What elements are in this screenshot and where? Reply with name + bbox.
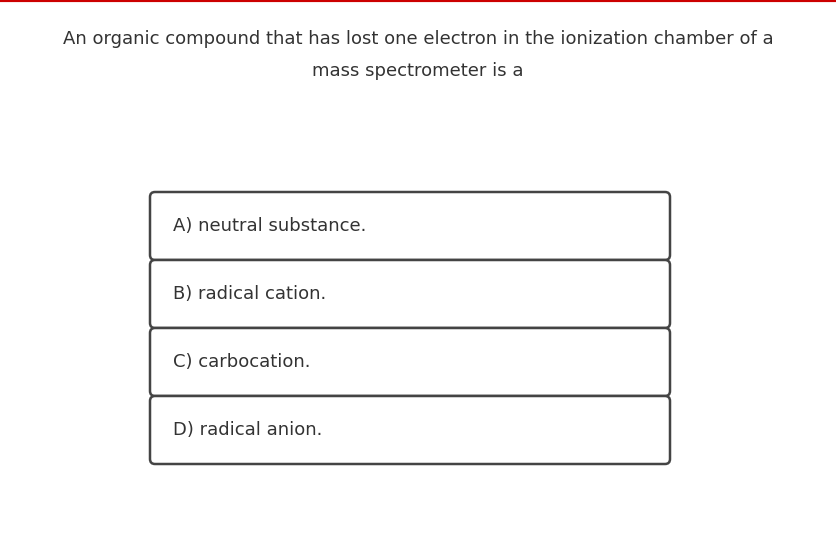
Text: D) radical anion.: D) radical anion. [173, 421, 323, 439]
Text: mass spectrometer is a: mass spectrometer is a [313, 62, 523, 80]
Text: A) neutral substance.: A) neutral substance. [173, 217, 366, 235]
FancyBboxPatch shape [150, 260, 670, 328]
FancyBboxPatch shape [150, 396, 670, 464]
FancyBboxPatch shape [150, 192, 670, 260]
Text: An organic compound that has lost one electron in the ionization chamber of a: An organic compound that has lost one el… [63, 30, 773, 48]
FancyBboxPatch shape [150, 328, 670, 396]
Text: B) radical cation.: B) radical cation. [173, 285, 326, 303]
Text: C) carbocation.: C) carbocation. [173, 353, 310, 371]
